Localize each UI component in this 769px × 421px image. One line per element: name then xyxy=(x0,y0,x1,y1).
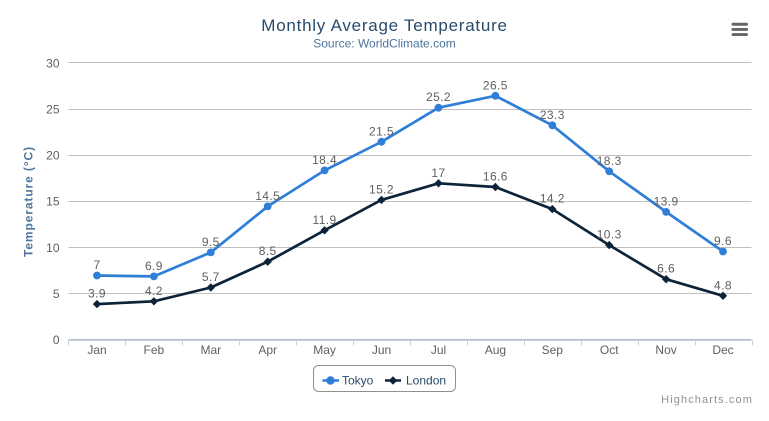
svg-text:0: 0 xyxy=(53,333,60,347)
svg-text:20: 20 xyxy=(46,149,60,163)
svg-text:16.6: 16.6 xyxy=(483,170,508,184)
svg-text:18.4: 18.4 xyxy=(312,153,337,167)
svg-text:14.2: 14.2 xyxy=(540,192,565,206)
svg-text:Jun: Jun xyxy=(372,343,391,357)
svg-text:Jan: Jan xyxy=(87,343,106,357)
svg-text:8.5: 8.5 xyxy=(259,244,277,258)
svg-text:15: 15 xyxy=(46,195,60,209)
svg-text:11.9: 11.9 xyxy=(313,213,337,227)
svg-text:23.3: 23.3 xyxy=(540,108,565,122)
svg-text:Dec: Dec xyxy=(712,343,733,357)
svg-text:5.7: 5.7 xyxy=(202,270,220,284)
svg-text:May: May xyxy=(313,343,336,357)
svg-text:15.2: 15.2 xyxy=(369,182,394,196)
svg-text:25.2: 25.2 xyxy=(426,90,451,104)
svg-text:Apr: Apr xyxy=(258,343,277,357)
svg-text:30: 30 xyxy=(46,57,60,71)
svg-text:21.5: 21.5 xyxy=(369,124,394,138)
svg-text:Sep: Sep xyxy=(542,343,564,357)
svg-text:25: 25 xyxy=(46,103,60,117)
svg-text:Oct: Oct xyxy=(600,343,619,357)
svg-text:6.6: 6.6 xyxy=(657,262,675,276)
svg-text:10: 10 xyxy=(46,241,60,255)
svg-text:5: 5 xyxy=(53,287,60,301)
svg-text:Tokyo: Tokyo xyxy=(342,374,374,388)
svg-text:Aug: Aug xyxy=(485,343,506,357)
svg-text:London: London xyxy=(406,374,446,388)
svg-text:3.9: 3.9 xyxy=(88,287,106,301)
svg-text:14.5: 14.5 xyxy=(255,189,280,203)
svg-text:Highcharts.com: Highcharts.com xyxy=(661,394,753,406)
svg-text:4.8: 4.8 xyxy=(714,278,732,292)
svg-text:9.6: 9.6 xyxy=(714,234,732,248)
svg-text:Jul: Jul xyxy=(431,343,446,357)
svg-text:17: 17 xyxy=(431,166,445,180)
svg-text:Monthly Average Temperature: Monthly Average Temperature xyxy=(261,16,507,35)
svg-text:13.9: 13.9 xyxy=(654,194,679,208)
svg-text:Mar: Mar xyxy=(200,343,221,357)
svg-text:Source: WorldClimate.com: Source: WorldClimate.com xyxy=(313,37,456,51)
svg-text:4.2: 4.2 xyxy=(145,284,163,298)
svg-text:18.3: 18.3 xyxy=(597,154,622,168)
svg-text:Feb: Feb xyxy=(144,343,165,357)
svg-text:7: 7 xyxy=(93,258,100,272)
svg-text:6.9: 6.9 xyxy=(145,259,163,273)
svg-text:26.5: 26.5 xyxy=(483,78,508,92)
svg-text:Nov: Nov xyxy=(655,343,676,357)
svg-text:9.5: 9.5 xyxy=(202,235,220,249)
svg-text:Temperature (°C): Temperature (°C) xyxy=(22,146,36,257)
svg-text:10.3: 10.3 xyxy=(597,228,622,242)
